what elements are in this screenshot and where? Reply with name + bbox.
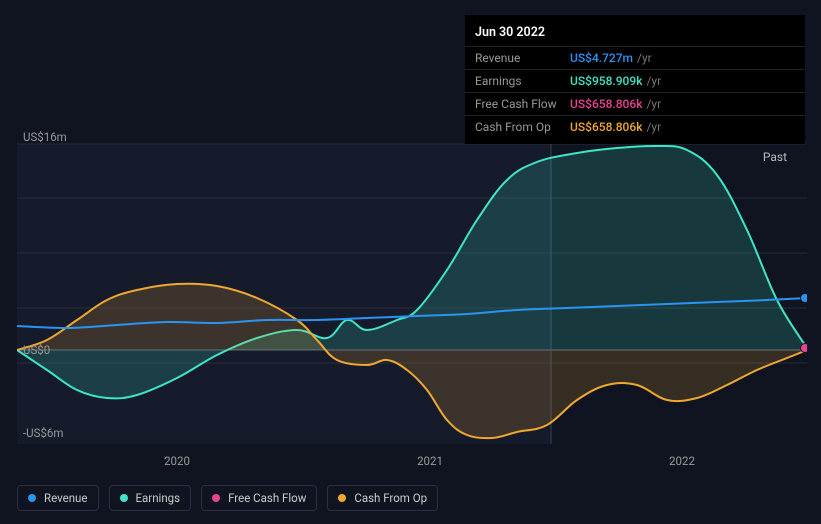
tooltip-row-label: Earnings <box>475 74 570 88</box>
tooltip-row-value: US$4.727m <box>570 51 633 65</box>
tooltip-row: EarningsUS$958.909k/yr <box>465 69 805 92</box>
legend-item[interactable]: Cash From Op <box>327 485 438 511</box>
legend-dot-icon <box>28 494 36 502</box>
tooltip-row-value: US$658.806k <box>570 120 642 134</box>
tooltip-row-label: Free Cash Flow <box>475 97 570 111</box>
legend-label: Earnings <box>136 491 181 505</box>
tooltip-row-value: US$658.806k <box>570 97 642 111</box>
x-axis-tick: 2021 <box>417 454 443 468</box>
x-axis: 2020 2021 2022 <box>17 450 807 470</box>
tooltip-row: RevenueUS$4.727m/yr <box>465 46 805 69</box>
legend-dot-icon <box>120 494 128 502</box>
tooltip-row-unit: /yr <box>646 120 661 134</box>
tooltip-row: Free Cash FlowUS$658.806k/yr <box>465 92 805 115</box>
tooltip-row-unit: /yr <box>646 97 661 111</box>
tooltip-row-label: Cash From Op <box>475 120 570 134</box>
chart-tooltip: Jun 30 2022 RevenueUS$4.727m/yrEarningsU… <box>465 15 805 144</box>
tooltip-row: Cash From OpUS$658.806k/yr <box>465 115 805 138</box>
tooltip-date: Jun 30 2022 <box>465 21 805 46</box>
legend-dot-icon <box>212 494 220 502</box>
legend-label: Revenue <box>44 491 88 505</box>
x-axis-tick: 2020 <box>164 454 190 468</box>
y-axis-label: US$0 <box>23 343 50 357</box>
legend-item[interactable]: Revenue <box>17 485 99 511</box>
legend-label: Cash From Op <box>354 491 427 505</box>
legend-item[interactable]: Free Cash Flow <box>201 485 317 511</box>
x-axis-tick: 2022 <box>669 454 695 468</box>
tooltip-row-value: US$958.909k <box>570 74 642 88</box>
legend: Revenue Earnings Free Cash Flow Cash From O… <box>17 485 438 511</box>
tooltip-row-unit: /yr <box>637 51 652 65</box>
tooltip-row-unit: /yr <box>646 74 661 88</box>
y-axis-label: US$16m <box>23 130 67 144</box>
y-axis-label: -US$6m <box>23 426 63 440</box>
past-label: Past <box>763 150 787 164</box>
tooltip-row-label: Revenue <box>475 51 570 65</box>
legend-label: Free Cash Flow <box>228 491 306 505</box>
legend-dot-icon <box>338 494 346 502</box>
legend-item[interactable]: Earnings <box>109 485 192 511</box>
